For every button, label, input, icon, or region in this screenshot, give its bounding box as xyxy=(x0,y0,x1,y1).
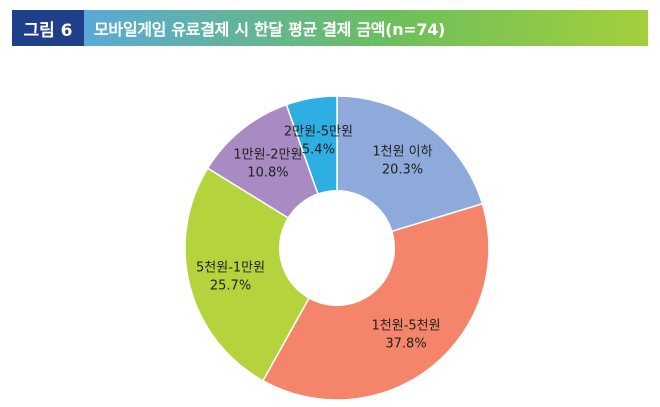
slice-value-label-1: 20.3% xyxy=(382,163,423,178)
figure-title-bar: 모바일게임 유료결제 시 한달 평균 결제 금액(n=74) xyxy=(84,10,648,46)
slice-name-label-4: 1만원-2만원 xyxy=(233,147,302,162)
figure-header: 그림 6 모바일게임 유료결제 시 한달 평균 결제 금액(n=74) xyxy=(12,10,648,46)
labels-layer: 1천원 이하 20.3% 1천원-5천원 37.8% 5천원-1만원 25.7% 1만원-2… xyxy=(196,125,441,352)
donut-hole xyxy=(279,190,395,306)
slice-value-label-4: 10.8% xyxy=(247,165,288,180)
slice-name-label-3: 5천원-1만원 xyxy=(196,261,265,276)
figure-number-label: 그림 6 xyxy=(12,10,84,46)
slice-name-label-2: 1천원-5천원 xyxy=(372,319,441,334)
figure-title: 모바일게임 유료결제 시 한달 평균 결제 금액(n=74) xyxy=(94,20,446,39)
pie-slice-3 xyxy=(184,167,339,382)
slice-value-label-3: 25.7% xyxy=(210,279,251,294)
slice-name-label-5: 2만원-5만원 xyxy=(284,125,353,140)
pie-slice-2 xyxy=(261,202,490,401)
slice-name-label-1: 1천원 이하 xyxy=(372,145,432,160)
slice-value-label-5: 5.4% xyxy=(302,143,335,158)
slice-value-label-2: 37.8% xyxy=(385,337,426,352)
